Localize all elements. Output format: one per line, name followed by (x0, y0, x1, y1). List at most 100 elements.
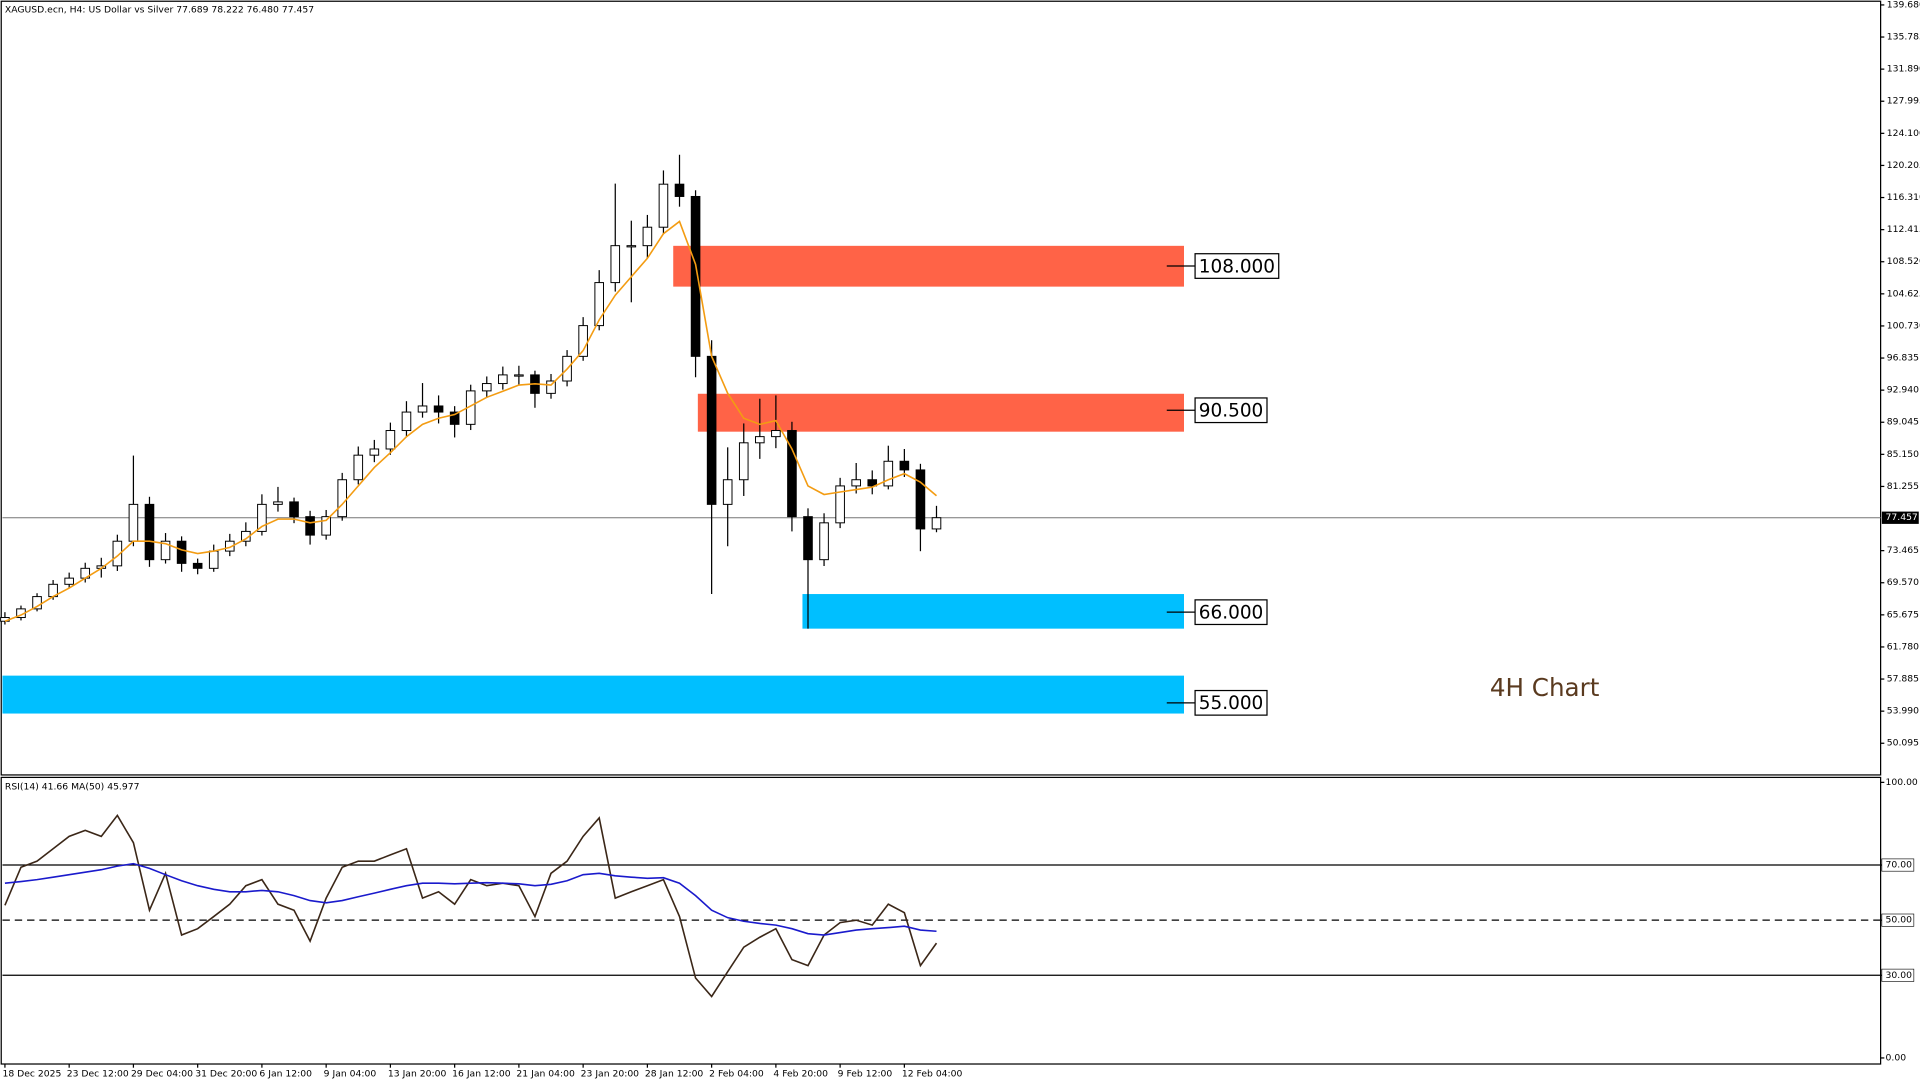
candle-body (401, 411, 412, 432)
candle-body (755, 436, 765, 444)
candle-body (883, 460, 894, 487)
level-label: 55.000 (1199, 693, 1264, 714)
candle-body (305, 516, 315, 536)
y-tick-label: 89.045 (1887, 417, 1919, 428)
candle-body (626, 245, 637, 248)
candle-body (128, 503, 139, 542)
x-tick-label: 29 Dec 04:00 (131, 1068, 193, 1079)
candle-body (899, 460, 910, 471)
y-tick-label: 73.465 (1887, 545, 1919, 556)
y-tick-label: 96.835 (1887, 353, 1919, 364)
y-tick-label: 108.520 (1887, 256, 1920, 267)
level-label: 90.500 (1199, 400, 1264, 421)
y-tick-label: 124.100 (1887, 128, 1920, 139)
y-tick-label: 135.785 (1887, 32, 1920, 43)
x-tick-label: 9 Jan 04:00 (324, 1068, 377, 1079)
level-label-box (1194, 397, 1268, 424)
y-tick-label: 70.00 (1886, 860, 1913, 871)
candle-body (321, 516, 331, 536)
candle-body (257, 503, 267, 532)
y-tick-label: 81.255 (1887, 481, 1919, 492)
y-tick-label: 100.730 (1887, 320, 1920, 331)
candle-body (706, 355, 717, 505)
y-tick-label: 112.415 (1887, 224, 1920, 235)
candle-body (144, 503, 155, 561)
y-tick-label: 30.00 (1886, 970, 1913, 981)
candle-body (594, 282, 605, 327)
x-tick-label: 6 Jan 12:00 (259, 1068, 312, 1079)
x-tick-label: 12 Feb 04:00 (902, 1068, 963, 1079)
chart-title: XAGUSD.ecn, H4: US Dollar vs Silver 77.6… (5, 4, 314, 15)
y-tick-box (1881, 968, 1915, 982)
candle-body (851, 479, 861, 487)
y-tick-label: 100.00 (1886, 777, 1918, 788)
candle-body (835, 485, 845, 524)
x-tick-label: 23 Dec 12:00 (67, 1068, 129, 1079)
x-tick-label: 21 Jan 04:00 (516, 1068, 575, 1079)
candle-body (498, 374, 508, 385)
candle-body (915, 469, 926, 530)
candle-body (160, 540, 171, 561)
rsi-title: RSI(14) 41.66 MA(50) 45.977 (5, 782, 140, 793)
x-tick-label: 2 Feb 04:00 (709, 1068, 764, 1079)
x-tick-label: 16 Jan 12:00 (452, 1068, 511, 1079)
y-tick-label: 92.940 (1887, 385, 1919, 396)
level-label-box (1194, 253, 1280, 279)
candle-body (417, 405, 428, 413)
moving-average (4, 220, 938, 622)
candle-body (433, 405, 444, 413)
level-label-box (1194, 689, 1268, 716)
candle-body (658, 183, 669, 228)
level-zone (802, 594, 1184, 629)
y-tick-label: 131.890 (1887, 64, 1920, 75)
candle-body (353, 454, 364, 481)
candle-body (369, 448, 380, 456)
candle-body (289, 501, 299, 518)
y-tick-label: 53.990 (1887, 706, 1919, 717)
y-tick-label: 116.310 (1887, 192, 1920, 203)
y-tick-label: 85.150 (1887, 449, 1919, 460)
y-tick-label: 120.205 (1887, 160, 1920, 171)
x-tick-label: 13 Jan 20:00 (388, 1068, 447, 1079)
annotation: 4H Chart (1490, 673, 1600, 702)
x-tick-label: 31 Dec 20:00 (195, 1068, 257, 1079)
y-tick-label: 50.00 (1886, 915, 1913, 926)
candle-body (819, 522, 829, 561)
candle-body (642, 226, 653, 247)
candle-body (867, 479, 878, 487)
candle-body (738, 442, 749, 481)
candle-body (514, 374, 524, 377)
candle-body (481, 383, 492, 392)
candle-body (690, 195, 701, 357)
y-tick-label: 69.570 (1887, 577, 1919, 588)
y-tick-label: 127.995 (1887, 96, 1920, 107)
candle-body (449, 411, 460, 425)
x-tick-label: 9 Feb 12:00 (838, 1068, 893, 1079)
y-tick-box (1881, 858, 1915, 872)
candle-body (546, 380, 556, 394)
y-tick-label: 61.780 (1887, 641, 1919, 652)
candle-body (64, 577, 74, 585)
level-zone (697, 393, 1184, 432)
price-panel (0, 0, 1882, 776)
candle-body (674, 183, 685, 197)
y-tick-label: 139.680 (1887, 0, 1920, 10)
candle-body (208, 550, 219, 569)
y-tick-label: 57.885 (1887, 674, 1919, 685)
x-tick-label: 28 Jan 12:00 (645, 1068, 704, 1079)
level-label-box (1194, 599, 1268, 626)
candle-body (803, 516, 813, 561)
candle-body (931, 517, 942, 530)
level-zone (2, 675, 1184, 714)
candle-body (385, 430, 396, 450)
level-zone (673, 245, 1184, 287)
rsi-line (4, 814, 938, 998)
y-tick-label: 0.00 (1886, 1052, 1907, 1063)
current-price-box (1881, 511, 1919, 524)
candle-body (224, 540, 235, 552)
x-tick-label: 4 Feb 20:00 (773, 1068, 828, 1079)
candle-body (176, 540, 187, 564)
current-price-label: 77.457 (1886, 512, 1918, 523)
